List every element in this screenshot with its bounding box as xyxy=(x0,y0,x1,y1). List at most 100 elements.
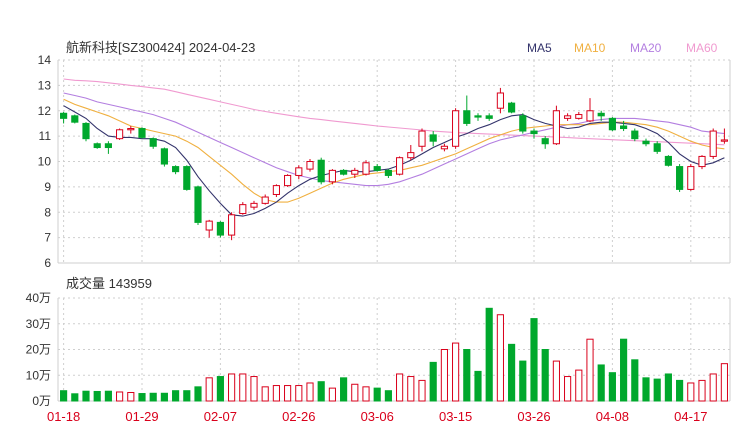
price-tick-label: 9 xyxy=(44,180,51,194)
candle-body xyxy=(586,110,594,122)
volume-bars xyxy=(60,307,728,402)
price-tick-label: 11 xyxy=(39,129,52,143)
volume-tick-label: 0万 xyxy=(32,394,51,408)
candle-body xyxy=(172,166,180,173)
candle-body xyxy=(530,130,538,135)
volume-bar xyxy=(93,390,101,402)
volume-bar xyxy=(474,370,482,402)
candle-body xyxy=(452,110,460,147)
volume-bar xyxy=(138,393,146,402)
price-tick-label: 10 xyxy=(38,155,52,169)
candle-body xyxy=(620,125,628,130)
volume-tick-label: 20万 xyxy=(26,343,51,357)
candle-body xyxy=(485,115,493,119)
volume-bar xyxy=(407,376,415,402)
volume-bar xyxy=(317,381,325,402)
x-tick-label: 04-08 xyxy=(596,409,629,424)
candle-body xyxy=(698,155,706,168)
candle-body xyxy=(104,143,112,149)
volume-bar xyxy=(530,318,538,402)
candle-body xyxy=(127,128,135,131)
volume-bar xyxy=(104,390,112,402)
volume-bar xyxy=(295,385,303,402)
candlesticks xyxy=(60,87,728,241)
x-tick-label: 03-06 xyxy=(361,409,394,424)
volume-tick-label: 40万 xyxy=(26,291,51,305)
volume-bar xyxy=(608,372,616,402)
candle-body xyxy=(463,110,471,124)
volume-y-axis: 0万 10万 20万 30万 40万 xyxy=(26,291,51,408)
ma-legend: MA5 MA10 MA20 MA60 xyxy=(527,41,718,55)
candle-body xyxy=(396,157,404,175)
volume-bar xyxy=(351,383,359,402)
volume-bar xyxy=(720,363,728,402)
volume-bar xyxy=(228,373,236,402)
candle-body xyxy=(306,161,314,170)
price-y-axis: 6 7 8 9 10 11 12 13 14 xyxy=(38,53,52,270)
volume-bar xyxy=(653,378,661,402)
volume-bar xyxy=(216,376,224,402)
volume-bar xyxy=(194,386,202,402)
volume-bar xyxy=(384,390,392,402)
volume-bar xyxy=(284,385,292,402)
volume-bar xyxy=(620,338,628,402)
candle-body xyxy=(418,130,426,147)
candle-body xyxy=(194,186,202,223)
candle-body xyxy=(284,174,292,187)
candle-body xyxy=(575,114,583,119)
price-tick-label: 8 xyxy=(44,205,51,219)
price-grid xyxy=(57,59,731,264)
volume-bar xyxy=(172,390,180,402)
volume-bar xyxy=(127,392,135,402)
volume-bar xyxy=(205,377,213,402)
candle-body xyxy=(474,115,482,118)
volume-bar xyxy=(328,387,336,402)
candle-body xyxy=(216,221,224,236)
candle-body xyxy=(508,102,516,113)
candle-body xyxy=(407,152,415,159)
volume-bar xyxy=(362,386,370,402)
volume-bar xyxy=(183,390,191,402)
legend-item-ma10: MA10 xyxy=(574,41,606,55)
volume-bar xyxy=(396,373,404,402)
candle-body xyxy=(496,92,504,109)
candle-body xyxy=(676,166,684,190)
legend-item-ma60: MA60 xyxy=(686,41,718,55)
ma60-line xyxy=(63,78,725,146)
candle-body xyxy=(60,112,68,119)
candle-body xyxy=(552,110,560,145)
candle-body xyxy=(351,169,359,175)
volume-tick-label: 30万 xyxy=(26,317,51,331)
x-axis: 01-18 01-29 02-07 02-26 03-06 03-15 03-26 04-08… xyxy=(47,409,707,424)
candle-body xyxy=(272,185,280,195)
volume-bar xyxy=(440,349,448,402)
volume-bar xyxy=(239,373,247,402)
volume-tick-label: 10万 xyxy=(26,368,51,382)
volume-bar xyxy=(664,373,672,402)
volume-bar xyxy=(676,379,684,402)
candle-body xyxy=(328,169,336,183)
volume-bar xyxy=(687,382,695,402)
volume-bar xyxy=(71,393,79,402)
x-tick-label: 03-26 xyxy=(517,409,550,424)
volume-bar xyxy=(552,360,560,402)
volume-grid xyxy=(57,297,731,402)
candle-body xyxy=(631,130,639,140)
candle-body xyxy=(541,138,549,145)
candle-body xyxy=(138,128,146,138)
candle-body xyxy=(687,166,695,190)
volume-bar xyxy=(160,392,168,402)
price-tick-label: 14 xyxy=(38,53,52,67)
candle-body xyxy=(642,140,650,145)
candle-body xyxy=(340,169,348,175)
candle-body xyxy=(440,145,448,150)
volume-bar xyxy=(306,382,314,402)
volume-bar xyxy=(709,373,717,402)
candle-body xyxy=(362,162,370,175)
volume-bar xyxy=(261,386,269,402)
candle-body xyxy=(228,214,236,236)
volume-bar xyxy=(631,359,639,402)
candle-body xyxy=(720,139,728,142)
chart-title: 航新科技[SZ300424] 2024-04-23 xyxy=(66,40,255,55)
